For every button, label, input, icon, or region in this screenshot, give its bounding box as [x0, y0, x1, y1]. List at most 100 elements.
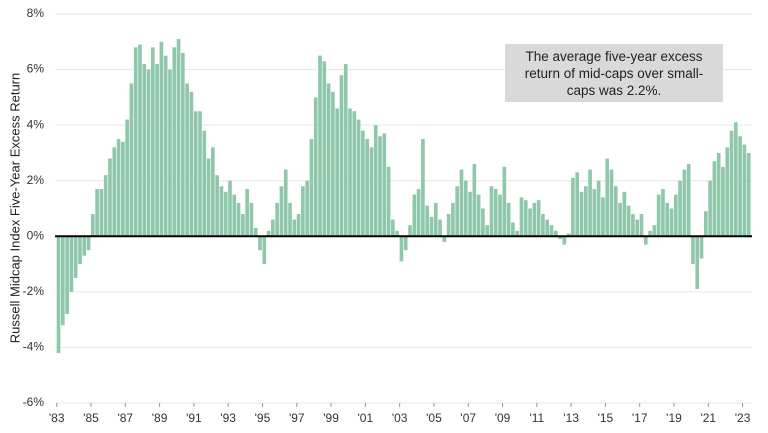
- bar: [313, 97, 318, 237]
- bar: [502, 166, 507, 237]
- bar: [703, 211, 708, 237]
- bar: [421, 139, 425, 237]
- bar: [669, 208, 674, 237]
- bar: [356, 119, 361, 237]
- bar: [562, 236, 567, 245]
- bar: [361, 130, 365, 237]
- bar: [129, 83, 134, 237]
- bar: [365, 139, 369, 237]
- bar: [429, 216, 434, 237]
- bar: [613, 186, 618, 237]
- x-tick-label: '87: [117, 411, 133, 425]
- bar: [635, 219, 640, 237]
- bar: [172, 47, 177, 237]
- bar: [708, 180, 712, 237]
- bar: [571, 177, 575, 237]
- y-tick-label: 4%: [27, 117, 45, 131]
- bar: [643, 236, 648, 245]
- bar: [301, 186, 305, 237]
- bar: [729, 130, 734, 237]
- bar: [292, 219, 297, 237]
- bar: [686, 164, 691, 237]
- x-tick-label: '89: [152, 411, 168, 425]
- bar: [639, 214, 644, 237]
- bar: [511, 222, 515, 237]
- bar: [485, 225, 490, 237]
- x-tick-label: '93: [220, 411, 236, 425]
- y-tick-label: -6%: [23, 395, 45, 409]
- x-tick-label: '07: [460, 411, 476, 425]
- bar: [626, 205, 631, 237]
- bar: [163, 55, 168, 237]
- x-tick-label: '21: [700, 411, 716, 425]
- bar: [742, 144, 747, 237]
- x-tick-label: '85: [83, 411, 99, 425]
- y-tick-label: 6%: [27, 62, 45, 76]
- bar: [493, 189, 498, 237]
- bar: [725, 147, 730, 237]
- bar: [678, 180, 682, 237]
- x-tick-label: '01: [358, 411, 374, 425]
- bar: [425, 205, 430, 237]
- bar: [566, 233, 571, 237]
- bar: [326, 83, 331, 237]
- x-tick-label: '19: [666, 411, 682, 425]
- x-tick-label: '91: [186, 411, 202, 425]
- bar: [699, 236, 704, 259]
- bar: [206, 158, 211, 237]
- y-tick-label: 8%: [27, 6, 45, 20]
- bar: [133, 47, 138, 237]
- bar: [65, 236, 69, 315]
- bar: [412, 194, 417, 237]
- bar: [609, 169, 614, 237]
- bar: [112, 147, 117, 237]
- bar: [451, 202, 455, 237]
- x-tick-label: '23: [735, 411, 751, 425]
- bar: [661, 189, 665, 237]
- bar: [721, 166, 725, 237]
- y-tick-label: 0%: [27, 228, 45, 242]
- bar: [61, 236, 65, 326]
- bar: [481, 208, 485, 237]
- bar: [438, 219, 442, 237]
- bar: [442, 236, 447, 242]
- bar: [73, 236, 78, 278]
- bar: [652, 225, 657, 237]
- bar: [553, 230, 558, 237]
- bar: [86, 236, 91, 251]
- bar: [185, 83, 189, 237]
- bar: [716, 152, 721, 237]
- bar: [588, 169, 592, 237]
- bar: [343, 64, 348, 237]
- y-tick-label: -4%: [23, 340, 45, 354]
- x-tick-label: '13: [563, 411, 579, 425]
- bar: [228, 180, 232, 237]
- bar: [91, 214, 95, 237]
- bar: [446, 214, 451, 237]
- bar: [712, 161, 717, 237]
- bar: [386, 166, 391, 237]
- bar: [682, 169, 687, 237]
- y-axis-label: Russell Midcap Index Five-Year Excess Re…: [7, 73, 22, 343]
- x-tick-label: '95: [255, 411, 271, 425]
- bar: [348, 108, 352, 237]
- bar: [382, 133, 387, 237]
- bar: [151, 47, 155, 237]
- bar: [266, 230, 271, 237]
- bar: [283, 169, 288, 237]
- bar: [459, 169, 464, 237]
- bar: [395, 230, 399, 237]
- bar: [575, 172, 580, 237]
- bar: [271, 219, 275, 237]
- x-tick-label: '99: [323, 411, 339, 425]
- bar: [656, 194, 661, 237]
- bar: [605, 158, 610, 237]
- x-tick-label: '03: [392, 411, 408, 425]
- bar: [673, 194, 678, 237]
- bar: [545, 219, 550, 237]
- bar: [416, 189, 421, 237]
- bar: [159, 41, 164, 237]
- bar: [189, 91, 194, 237]
- bar: [618, 202, 622, 237]
